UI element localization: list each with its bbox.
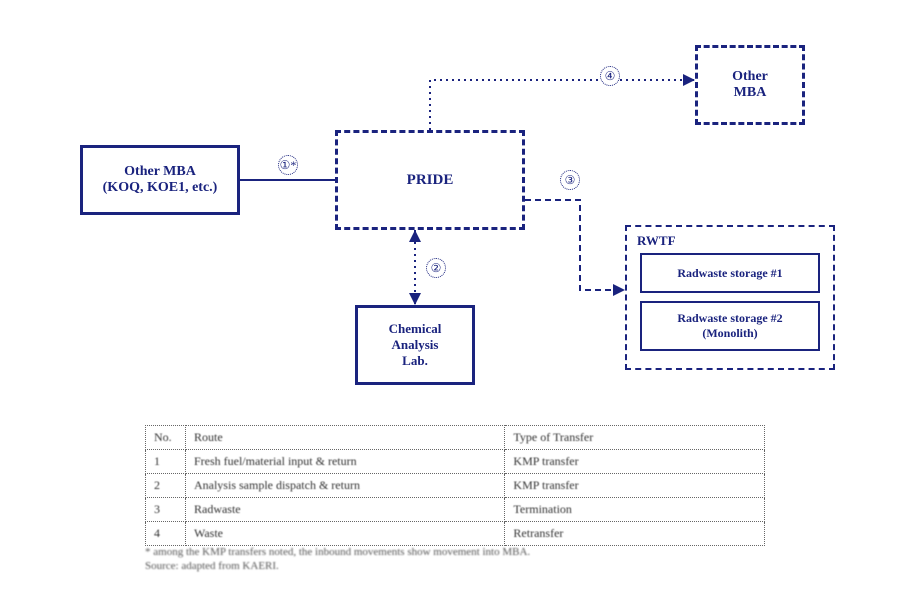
table-row: 3 Radwaste Termination (146, 498, 765, 522)
rwtf-title: RWTF (637, 233, 676, 249)
node-center-line1: PRIDE (407, 172, 454, 189)
rwtf-inner-2: Radwaste storage #2 (Monolith) (640, 301, 820, 351)
table-row: 2 Analysis sample dispatch & return KMP … (146, 474, 765, 498)
node-other-mba-left: Other MBA (KOQ, KOE1, etc.) (80, 145, 240, 215)
table-cell: 3 (146, 498, 186, 522)
table-cell: Analysis sample dispatch & return (185, 474, 504, 498)
table-cell: 4 (146, 522, 186, 546)
edge-center-rwtf (525, 200, 625, 290)
rwtf-inner2-line1: Radwaste storage #2 (677, 311, 782, 326)
node-left-line2: (KOQ, KOE1, etc.) (103, 180, 218, 196)
table-cell: Route (185, 426, 504, 450)
edge-label-3: ③ (560, 170, 580, 190)
edge-center-topright (430, 80, 695, 130)
table-cell: Termination (505, 498, 765, 522)
table-row: No. Route Type of Transfer (146, 426, 765, 450)
node-topright-line2: MBA (734, 85, 767, 101)
table-row: 1 Fresh fuel/material input & return KMP… (146, 450, 765, 474)
node-left-line1: Other MBA (124, 164, 196, 180)
table-cell: KMP transfer (505, 450, 765, 474)
node-chem-line1: Chemical (389, 321, 442, 337)
table-body: No. Route Type of Transfer 1 Fresh fuel/… (146, 426, 765, 546)
table-cell: 1 (146, 450, 186, 474)
edge-label-2: ② (426, 258, 446, 278)
table-cell: Type of Transfer (505, 426, 765, 450)
footnote-line1: * among the KMP transfers noted, the inb… (145, 545, 765, 559)
node-other-mba-right: Other MBA (695, 45, 805, 125)
edge-label-1: ①* (278, 155, 298, 175)
table-cell: KMP transfer (505, 474, 765, 498)
node-chem-line3: Lab. (402, 353, 428, 369)
edge-label-4: ④ (600, 66, 620, 86)
rwtf-inner1-line1: Radwaste storage #1 (677, 266, 782, 281)
table-row: 4 Waste Retransfer (146, 522, 765, 546)
table-cell: Fresh fuel/material input & return (185, 450, 504, 474)
table-cell: No. (146, 426, 186, 450)
rwtf-inner-1: Radwaste storage #1 (640, 253, 820, 293)
footnote: * among the KMP transfers noted, the inb… (145, 545, 765, 574)
node-rwtf: RWTF Radwaste storage #1 Radwaste storag… (625, 225, 835, 370)
legend-table: No. Route Type of Transfer 1 Fresh fuel/… (145, 425, 765, 546)
table-cell: Retransfer (505, 522, 765, 546)
table-cell: 2 (146, 474, 186, 498)
rwtf-inner2-line2: (Monolith) (702, 326, 757, 341)
footnote-line2: Source: adapted from KAERI. (145, 559, 765, 573)
table-cell: Radwaste (185, 498, 504, 522)
node-chem-line2: Analysis (392, 337, 439, 353)
node-chem-lab: Chemical Analysis Lab. (355, 305, 475, 385)
node-pride: PRIDE (335, 130, 525, 230)
table-cell: Waste (185, 522, 504, 546)
node-topright-line1: Other (732, 69, 768, 85)
